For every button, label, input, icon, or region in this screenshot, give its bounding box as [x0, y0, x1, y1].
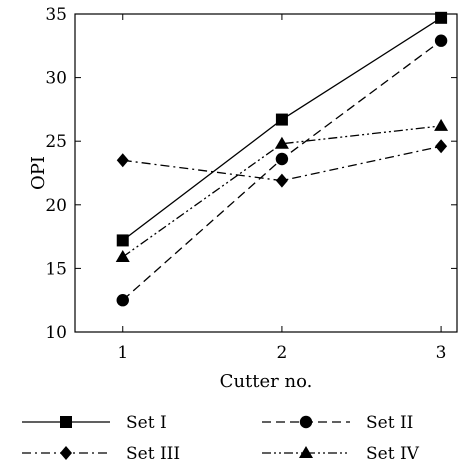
- series-3-point: [435, 139, 448, 154]
- series-line-2: [122, 40, 442, 301]
- series-1-point: [435, 11, 448, 24]
- series-1-point: [116, 234, 129, 247]
- x-axis-label: Cutter no.: [220, 371, 313, 392]
- y-tick-label: 30: [45, 69, 67, 89]
- series-3-point: [275, 173, 288, 188]
- x-tick-label: 3: [436, 343, 447, 363]
- series-4-point: [274, 136, 289, 149]
- legend-marker-4: [299, 446, 313, 458]
- y-tick-label: 20: [45, 196, 67, 216]
- y-tick-label: 10: [45, 323, 67, 343]
- legend-label-2: Set II: [366, 413, 413, 433]
- series-line-1: [122, 17, 442, 241]
- x-tick-label: 2: [277, 343, 288, 363]
- x-tick-label: 1: [117, 343, 128, 363]
- legend-label-1: Set I: [126, 413, 167, 433]
- plot-frame: [74, 13, 458, 333]
- series-2-point: [434, 34, 448, 47]
- legend-marker-2: [299, 415, 313, 429]
- series-layer: [115, 11, 449, 307]
- y-tick-label: 25: [45, 132, 67, 152]
- series-3-point: [116, 153, 129, 168]
- legend-label-3: Set III: [126, 444, 180, 464]
- y-axis-ticks: 10 15 20 25 30 35: [45, 5, 457, 343]
- x-axis-ticks: 1 2 3: [117, 14, 446, 363]
- legend-marker-1: [60, 416, 72, 428]
- series-2-point: [275, 152, 289, 166]
- series-2-point: [116, 294, 129, 307]
- series-4-point: [434, 118, 449, 131]
- legend-label-4: Set IV: [366, 444, 420, 464]
- legend: Set I Set II Set III Set IV: [22, 413, 420, 464]
- y-tick-label: 15: [45, 259, 67, 279]
- series-1-point: [275, 113, 288, 126]
- y-axis-label: OPI: [28, 156, 49, 190]
- legend-marker-3: [60, 446, 72, 460]
- series-4-point: [115, 249, 130, 262]
- y-tick-label: 35: [45, 5, 67, 25]
